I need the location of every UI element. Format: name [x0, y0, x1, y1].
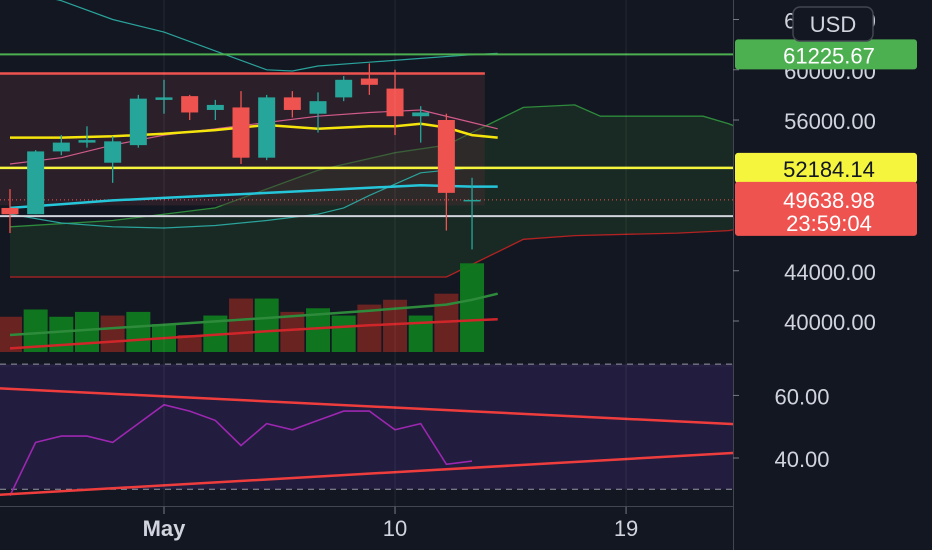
candle-day--3[interactable] — [52, 135, 70, 156]
volume-ma-red — [9, 317, 498, 350]
currency-button-box[interactable] — [792, 6, 874, 42]
candle-day-3[interactable] — [206, 99, 224, 120]
candle-body — [78, 140, 96, 143]
volume-bar-day-6 — [280, 311, 305, 352]
volume-bar-day-8 — [331, 315, 356, 352]
currency-label[interactable]: USD — [810, 12, 856, 37]
price-tick-label: 56000.00 — [784, 109, 876, 134]
price-label-text: 52184.14 — [783, 157, 875, 182]
candle-body — [206, 104, 224, 110]
candle-body — [155, 97, 173, 100]
candle-day-8[interactable] — [335, 76, 353, 102]
candle-day-12[interactable] — [437, 113, 455, 231]
candle-day-13[interactable] — [463, 177, 481, 250]
candle-day--4[interactable] — [27, 150, 45, 215]
volume-bar-day--1 — [100, 315, 125, 352]
candle-day-7[interactable] — [309, 92, 327, 133]
bollinger-lower-line — [9, 167, 498, 229]
candle-body — [335, 79, 353, 98]
candle-day-1[interactable] — [155, 79, 173, 114]
rsi-upper-trendline[interactable] — [0, 387, 755, 427]
candle-body — [232, 107, 250, 158]
volume-bar-day-0 — [126, 311, 151, 352]
candle-body — [1, 207, 19, 215]
volume-bar-day-13 — [460, 263, 485, 352]
candle-day--1[interactable] — [104, 136, 122, 183]
candle-body — [386, 88, 404, 117]
time-tick-label: 19 — [614, 516, 638, 541]
time-axis-background — [0, 507, 733, 550]
candle-body — [258, 97, 276, 158]
candle-day-4[interactable] — [232, 91, 250, 164]
current-price-text: 49638.98 — [783, 188, 875, 213]
volume-bar-day--2 — [74, 311, 99, 352]
price-label-text: 61225.67 — [783, 43, 875, 68]
price-label-61225.67: 61225.67 — [735, 39, 917, 70]
candle-body — [283, 97, 301, 110]
rsi-band-background — [0, 364, 733, 490]
candle-body — [412, 112, 430, 117]
volume-bar-day-11 — [408, 315, 433, 352]
cloud-fill — [10, 104, 755, 278]
countdown-text: 23:59:04 — [786, 211, 872, 236]
candle-day-11[interactable] — [412, 106, 430, 143]
volume-bar-day-5 — [254, 298, 279, 352]
candle-body — [181, 96, 199, 113]
candle-body — [309, 101, 327, 114]
candle-day-0[interactable] — [129, 94, 147, 148]
volume-bar-day-4 — [229, 298, 254, 352]
price-label-box — [735, 39, 917, 70]
volume-bar-day-2 — [177, 334, 202, 352]
cloud-span-a-line — [9, 104, 755, 228]
candle-day-9[interactable] — [360, 63, 378, 95]
candle-day-6[interactable] — [283, 91, 301, 118]
candle-day-5[interactable] — [258, 94, 276, 161]
price-tick-label: 40000.00 — [784, 310, 876, 335]
candle-body — [360, 78, 378, 85]
candle-body — [463, 199, 481, 202]
time-tick-label: May — [143, 516, 187, 541]
volume-ma-green — [9, 292, 498, 337]
rsi-line[interactable] — [9, 403, 473, 496]
price-axis-background — [734, 0, 932, 550]
candle-body — [129, 98, 147, 146]
current-price-box — [735, 181, 917, 236]
price-pane[interactable] — [0, 0, 755, 278]
candle-day--2[interactable] — [78, 126, 96, 148]
rsi-lower-trendline[interactable] — [0, 450, 755, 496]
volume-bar-day--4 — [23, 309, 48, 352]
rsi-tick-label: 40.00 — [774, 447, 829, 472]
candle-day-10[interactable] — [386, 69, 404, 136]
volume-pane — [0, 263, 498, 352]
cyan-moving-average[interactable] — [9, 184, 498, 210]
bollinger-upper-line — [55, 0, 498, 72]
currency-button[interactable]: USD — [792, 6, 874, 42]
candle-body — [437, 120, 455, 193]
price-labels: 61225.6752184.1448343.7449638.9823:59:04… — [735, 6, 917, 236]
price-tick-label: 44000.00 — [784, 260, 876, 285]
price-label-box — [735, 152, 917, 183]
candle-body — [104, 141, 122, 163]
candle-day--5[interactable] — [1, 189, 19, 234]
candle-body — [52, 142, 70, 152]
rsi-tick-label: 60.00 — [774, 384, 829, 409]
time-tick-label: 10 — [383, 516, 407, 541]
rsi-pane[interactable] — [0, 363, 932, 496]
price-label-52184.14: 52184.14 — [735, 152, 917, 183]
cloud-span-b-line — [10, 224, 755, 278]
candle-body — [27, 151, 45, 215]
candle-day-2[interactable] — [181, 94, 199, 120]
